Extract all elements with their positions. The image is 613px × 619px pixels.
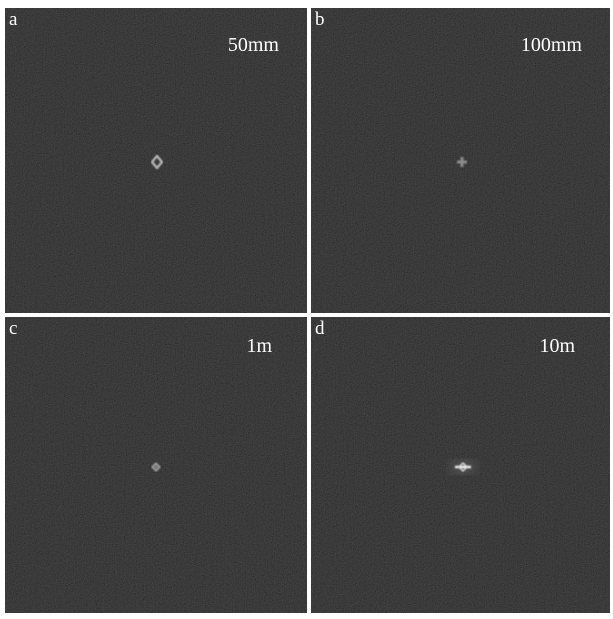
separator xyxy=(5,313,610,317)
panel-label: 50mm xyxy=(228,34,280,56)
panel-letter: c xyxy=(9,318,17,339)
figure: a 50mm b 100mm c 1m d 10m xyxy=(0,0,613,619)
panel: d 10m xyxy=(311,317,610,613)
separator xyxy=(307,8,311,613)
panel-letter: a xyxy=(9,9,18,30)
page: a 50mm b 100mm c 1m d 10m (() => xyxy=(0,0,613,619)
panel: c 1m xyxy=(5,317,307,613)
panel-label: 100mm xyxy=(521,34,583,56)
panel-letter: b xyxy=(315,9,325,30)
panel-label: 1m xyxy=(246,335,272,357)
panel-letter: d xyxy=(315,318,325,339)
panel-label: 10m xyxy=(539,335,575,357)
panel: a 50mm xyxy=(5,8,307,313)
panel: b 100mm xyxy=(311,8,610,313)
